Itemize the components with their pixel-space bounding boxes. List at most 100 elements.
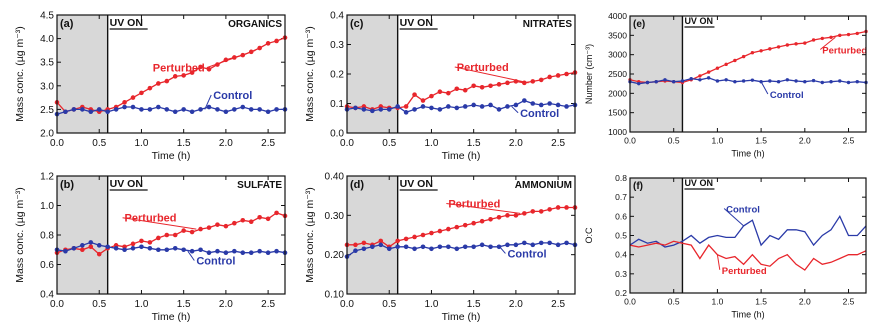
data-point-control xyxy=(181,247,186,253)
y-tick-label: 0.10 xyxy=(325,290,345,301)
panel-f: UV ON 0.0 0.5 1.0 1.5 2.0 2.5 0.2 0.3 0.4 0.5 0.6 0.… xyxy=(584,173,867,320)
data-point-control xyxy=(189,248,195,254)
data-point-control xyxy=(386,107,392,112)
x-tick-label: 1.5 xyxy=(177,138,191,149)
series-line-control xyxy=(346,242,576,258)
data-point-perturbed xyxy=(88,244,94,250)
y-tick-label: 0.8 xyxy=(615,173,627,183)
y-tick-label: 4000 xyxy=(608,11,627,21)
data-point-perturbed xyxy=(811,38,816,42)
data-point-control xyxy=(265,109,271,115)
x-tick-label: 2.5 xyxy=(261,299,275,310)
data-point-perturbed xyxy=(564,205,569,210)
x-tick-label: 0.5 xyxy=(668,136,680,146)
x-tick-label: 1.0 xyxy=(134,299,148,310)
data-point-perturbed xyxy=(189,70,195,75)
data-point-control xyxy=(232,107,237,112)
y-tick-label: 0.30 xyxy=(325,211,345,222)
data-point-perturbed xyxy=(741,54,746,59)
data-point-control xyxy=(139,244,144,250)
series-line-control xyxy=(629,214,867,248)
x-tick-label: 2.0 xyxy=(219,138,233,149)
data-point-control xyxy=(698,78,702,82)
data-point-perturbed xyxy=(223,223,229,229)
y-axis-label: Mass conc. (µg m⁻³) xyxy=(304,26,316,122)
y-tick-label: 0.3 xyxy=(615,269,627,279)
data-point-control xyxy=(479,242,485,248)
data-point-control xyxy=(715,79,720,83)
data-point-perturbed xyxy=(496,82,502,87)
x-axis-label: Time (h) xyxy=(731,310,764,320)
data-point-perturbed xyxy=(803,41,807,45)
data-point-perturbed xyxy=(240,217,246,223)
data-point-control xyxy=(776,80,781,84)
data-point-control xyxy=(206,250,212,255)
data-point-control xyxy=(274,107,279,112)
annotation-leader-line xyxy=(204,94,212,110)
data-point-control xyxy=(113,107,119,112)
y-tick-label: 0.4 xyxy=(615,250,627,260)
data-point-perturbed xyxy=(505,80,510,86)
data-point-perturbed xyxy=(181,228,186,233)
data-point-control xyxy=(555,102,561,108)
data-point-control xyxy=(223,109,229,115)
data-point-perturbed xyxy=(547,207,552,212)
series-line-control xyxy=(629,77,867,85)
data-point-control xyxy=(71,245,77,251)
data-point-perturbed xyxy=(750,51,755,55)
series-annotation-perturbed: Perturbed xyxy=(822,46,867,57)
annotation-leader-line xyxy=(206,49,256,69)
data-point-control xyxy=(462,104,468,109)
panel-d: UV ON 0.0 0.5 1.0 1.5 2.0 2.5 0.10 0.20 0.30 0.40 P… xyxy=(304,172,578,323)
data-point-control xyxy=(395,104,400,109)
data-point-perturbed xyxy=(156,81,161,86)
data-point-control xyxy=(437,107,443,112)
data-point-perturbed xyxy=(403,104,409,109)
y-tick-label: 0.4 xyxy=(40,290,54,301)
data-point-control xyxy=(156,247,161,253)
data-point-perturbed xyxy=(215,222,220,227)
data-point-perturbed xyxy=(189,229,195,235)
data-point-control xyxy=(420,244,426,250)
data-point-control xyxy=(811,78,816,83)
data-point-control xyxy=(741,79,746,83)
y-tick-label: 1000 xyxy=(608,127,627,137)
data-point-control xyxy=(412,246,417,252)
data-point-control xyxy=(471,102,476,108)
plot-frame xyxy=(629,15,867,133)
y-tick-label: 1500 xyxy=(608,108,627,118)
data-point-perturbed xyxy=(257,45,262,51)
data-point-perturbed xyxy=(530,209,536,214)
data-point-control xyxy=(257,248,262,254)
data-point-control xyxy=(724,78,728,82)
panel-label: (c) xyxy=(350,18,364,30)
y-tick-label: 0.2 xyxy=(330,70,344,81)
panel-c: UV ON 0.0 0.5 1.0 1.5 2.0 2.5 0.0 0.1 0.2 0.3 0.4 Pe… xyxy=(304,11,578,162)
annotation-leader-line xyxy=(446,202,521,214)
data-point-perturbed xyxy=(130,95,136,100)
x-tick-label: 0.5 xyxy=(92,138,106,149)
data-point-control xyxy=(361,107,367,112)
x-tick-label: 1.0 xyxy=(424,138,438,149)
panel-label: (f) xyxy=(633,181,643,192)
dark-period-shading xyxy=(630,178,683,293)
data-point-control xyxy=(733,80,737,84)
data-point-control xyxy=(361,246,367,252)
y-tick-label: 2000 xyxy=(608,88,627,98)
data-point-control xyxy=(96,107,102,112)
y-axis-label: O:C xyxy=(584,227,594,244)
data-point-control xyxy=(838,79,842,83)
data-point-perturbed xyxy=(479,84,485,90)
data-point-control xyxy=(471,244,476,250)
x-tick-label: 0.0 xyxy=(624,136,636,146)
data-point-control xyxy=(96,243,102,248)
x-tick-label: 1.5 xyxy=(755,136,767,146)
plot-frame xyxy=(346,14,576,134)
data-point-control xyxy=(395,244,400,250)
y-tick-label: 3.0 xyxy=(40,81,54,92)
data-point-perturbed xyxy=(147,85,153,91)
panel-title: NITRATES xyxy=(523,19,573,30)
data-point-control xyxy=(370,108,375,114)
data-point-control xyxy=(829,80,833,84)
